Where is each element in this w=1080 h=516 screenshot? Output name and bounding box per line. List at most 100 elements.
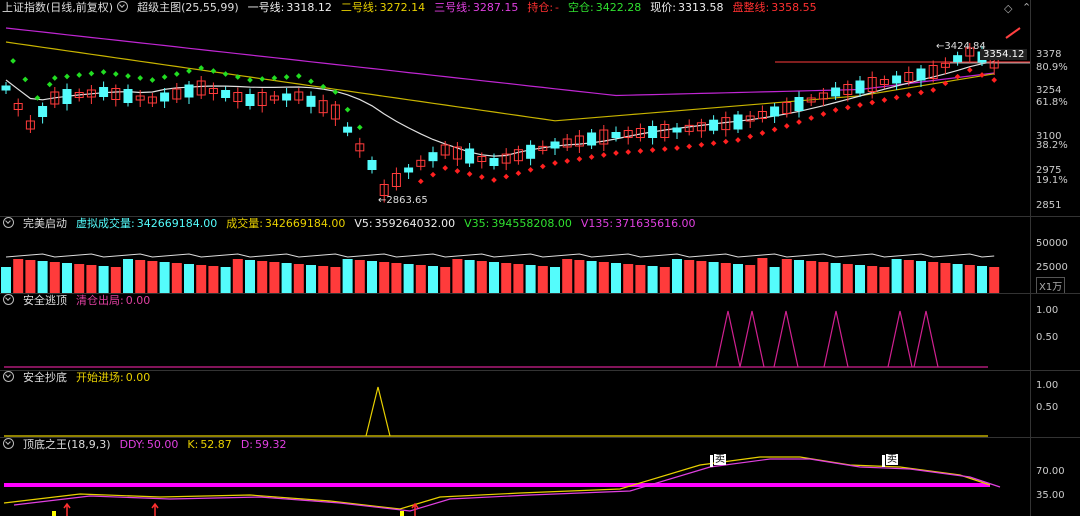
volume-bar — [13, 259, 24, 293]
bottom-settings-icon[interactable] — [3, 371, 14, 382]
line2-value: 3272.14 — [379, 1, 426, 14]
volume-bar — [769, 267, 780, 293]
volume-bar — [623, 264, 634, 293]
candle-body — [367, 160, 377, 170]
sar-dot — [125, 73, 131, 79]
candle-body — [330, 104, 340, 120]
sar-dot — [295, 73, 302, 79]
main-title: 上证指数(日线,前复权) — [2, 1, 114, 14]
bottom-title[interactable]: 安全抄底 — [23, 371, 67, 384]
indicator-settings-icon[interactable] — [117, 1, 129, 12]
candle-body — [440, 144, 450, 156]
volume-bar — [513, 264, 524, 293]
volume-bar — [757, 258, 768, 293]
volume-bar — [842, 264, 853, 293]
escape-pane[interactable]: 安全逃顶 清仓出局: 0.00 1.00 0.50 — [0, 293, 1080, 370]
sar-dot — [234, 74, 241, 80]
volume-bar — [25, 260, 36, 293]
axis-tick: 0.50 — [1036, 332, 1059, 343]
volume-bar — [672, 259, 682, 293]
volume-bar — [37, 261, 48, 293]
sar-dot — [918, 89, 924, 96]
volume-bar — [379, 262, 390, 293]
volume-bars — [1, 253, 1000, 293]
collapse-icon[interactable]: ⌃ — [1022, 1, 1032, 14]
volume-bar — [342, 259, 353, 293]
candle-body — [38, 106, 48, 117]
candle-body — [806, 97, 816, 103]
candle-body — [892, 75, 902, 84]
indicator-name[interactable]: 超级主图(25,55,99) — [137, 1, 239, 14]
volume-bar — [659, 267, 670, 293]
candle-body — [306, 95, 316, 107]
sar-dot — [527, 166, 534, 173]
sar-dot — [515, 170, 522, 177]
candle-body — [25, 120, 35, 130]
sar-dot — [820, 111, 827, 117]
sell-mark-2: 卖 — [886, 454, 898, 465]
volume-bar — [293, 264, 304, 293]
v35-value: 394558208.00 — [491, 217, 572, 230]
buy-arrow-icon — [63, 502, 71, 516]
sar-dot — [771, 126, 778, 133]
candle-body — [74, 92, 84, 98]
candle-body — [416, 159, 426, 167]
escape-settings-icon[interactable] — [3, 294, 14, 305]
escape-spike — [739, 310, 765, 368]
volume-bar — [440, 267, 451, 293]
volume-bar — [598, 262, 609, 293]
candle-body — [574, 135, 584, 147]
candle-body — [257, 92, 267, 106]
escape-value: 0.00 — [125, 294, 151, 307]
sar-dot — [722, 138, 729, 145]
escape-spike — [887, 310, 913, 368]
arrow-icon — [1005, 27, 1021, 39]
candle-body — [721, 117, 731, 131]
sar-dot — [210, 68, 217, 74]
candle-body — [770, 106, 780, 117]
main-chart-pane[interactable]: 上证指数(日线,前复权) 超级主图(25,55,99) 一号线: 3318.12 二号线… — [0, 0, 1080, 216]
volume-bar — [135, 260, 146, 293]
volume-bar — [537, 266, 548, 293]
escape-title[interactable]: 安全逃顶 — [23, 294, 67, 307]
volume-bar — [62, 263, 72, 293]
king-pane[interactable]: 顶底之王(18,9,3) DDY: 50.00 K: 52.87 D: 59.32 70.0… — [0, 437, 1080, 516]
bottom-pane[interactable]: 安全抄底 开始进场: 0.00 1.00 0.50 — [0, 370, 1080, 437]
sar-dot — [46, 81, 53, 88]
sar-dot — [893, 94, 900, 101]
line3-value: 3287.15 — [472, 1, 519, 14]
volume-pane[interactable]: 完美启动 虚拟成交量: 342669184.00 成交量: 342669184.00 V5… — [0, 216, 1080, 294]
volume-bar — [208, 266, 219, 293]
sar-dot — [112, 71, 119, 77]
volume-bar — [232, 259, 243, 293]
escape-spike — [715, 310, 741, 368]
main-candles[interactable] — [0, 0, 1030, 216]
diamond-icon[interactable]: ◇ — [1004, 2, 1013, 15]
sar-dot — [796, 119, 802, 125]
escape-header: 安全逃顶 清仓出局: 0.00 — [0, 293, 159, 309]
candle-body — [867, 77, 877, 92]
candle-body — [196, 80, 206, 96]
main-price-axis: 3378 80.9% 3254 61.8% 3100 38.2% 2975 19… — [1032, 0, 1080, 216]
volume-bar — [794, 260, 804, 293]
volume-bar — [49, 262, 60, 293]
sar-dot — [76, 72, 83, 78]
volume-settings-icon[interactable] — [3, 217, 14, 228]
volume-bar — [415, 265, 426, 293]
king-settings-icon[interactable] — [3, 438, 14, 449]
sar-dot — [417, 178, 424, 185]
candle-body — [282, 93, 292, 101]
candle-body — [489, 158, 499, 166]
king-title[interactable]: 顶底之王(18,9,3) — [23, 438, 111, 451]
volume-title[interactable]: 完美启动 — [23, 217, 67, 230]
volume-bar — [586, 261, 597, 293]
sar-dot — [698, 141, 705, 148]
empty-value: 3422.28 — [595, 1, 642, 14]
axis-tick: 50000 — [1036, 238, 1068, 249]
escape-spike — [823, 310, 849, 368]
volume-bar — [86, 265, 97, 293]
sar-dot — [283, 74, 290, 80]
vol-value: 342669184.00 — [264, 217, 346, 230]
volume-bar — [611, 263, 621, 293]
candle-body — [965, 47, 975, 57]
